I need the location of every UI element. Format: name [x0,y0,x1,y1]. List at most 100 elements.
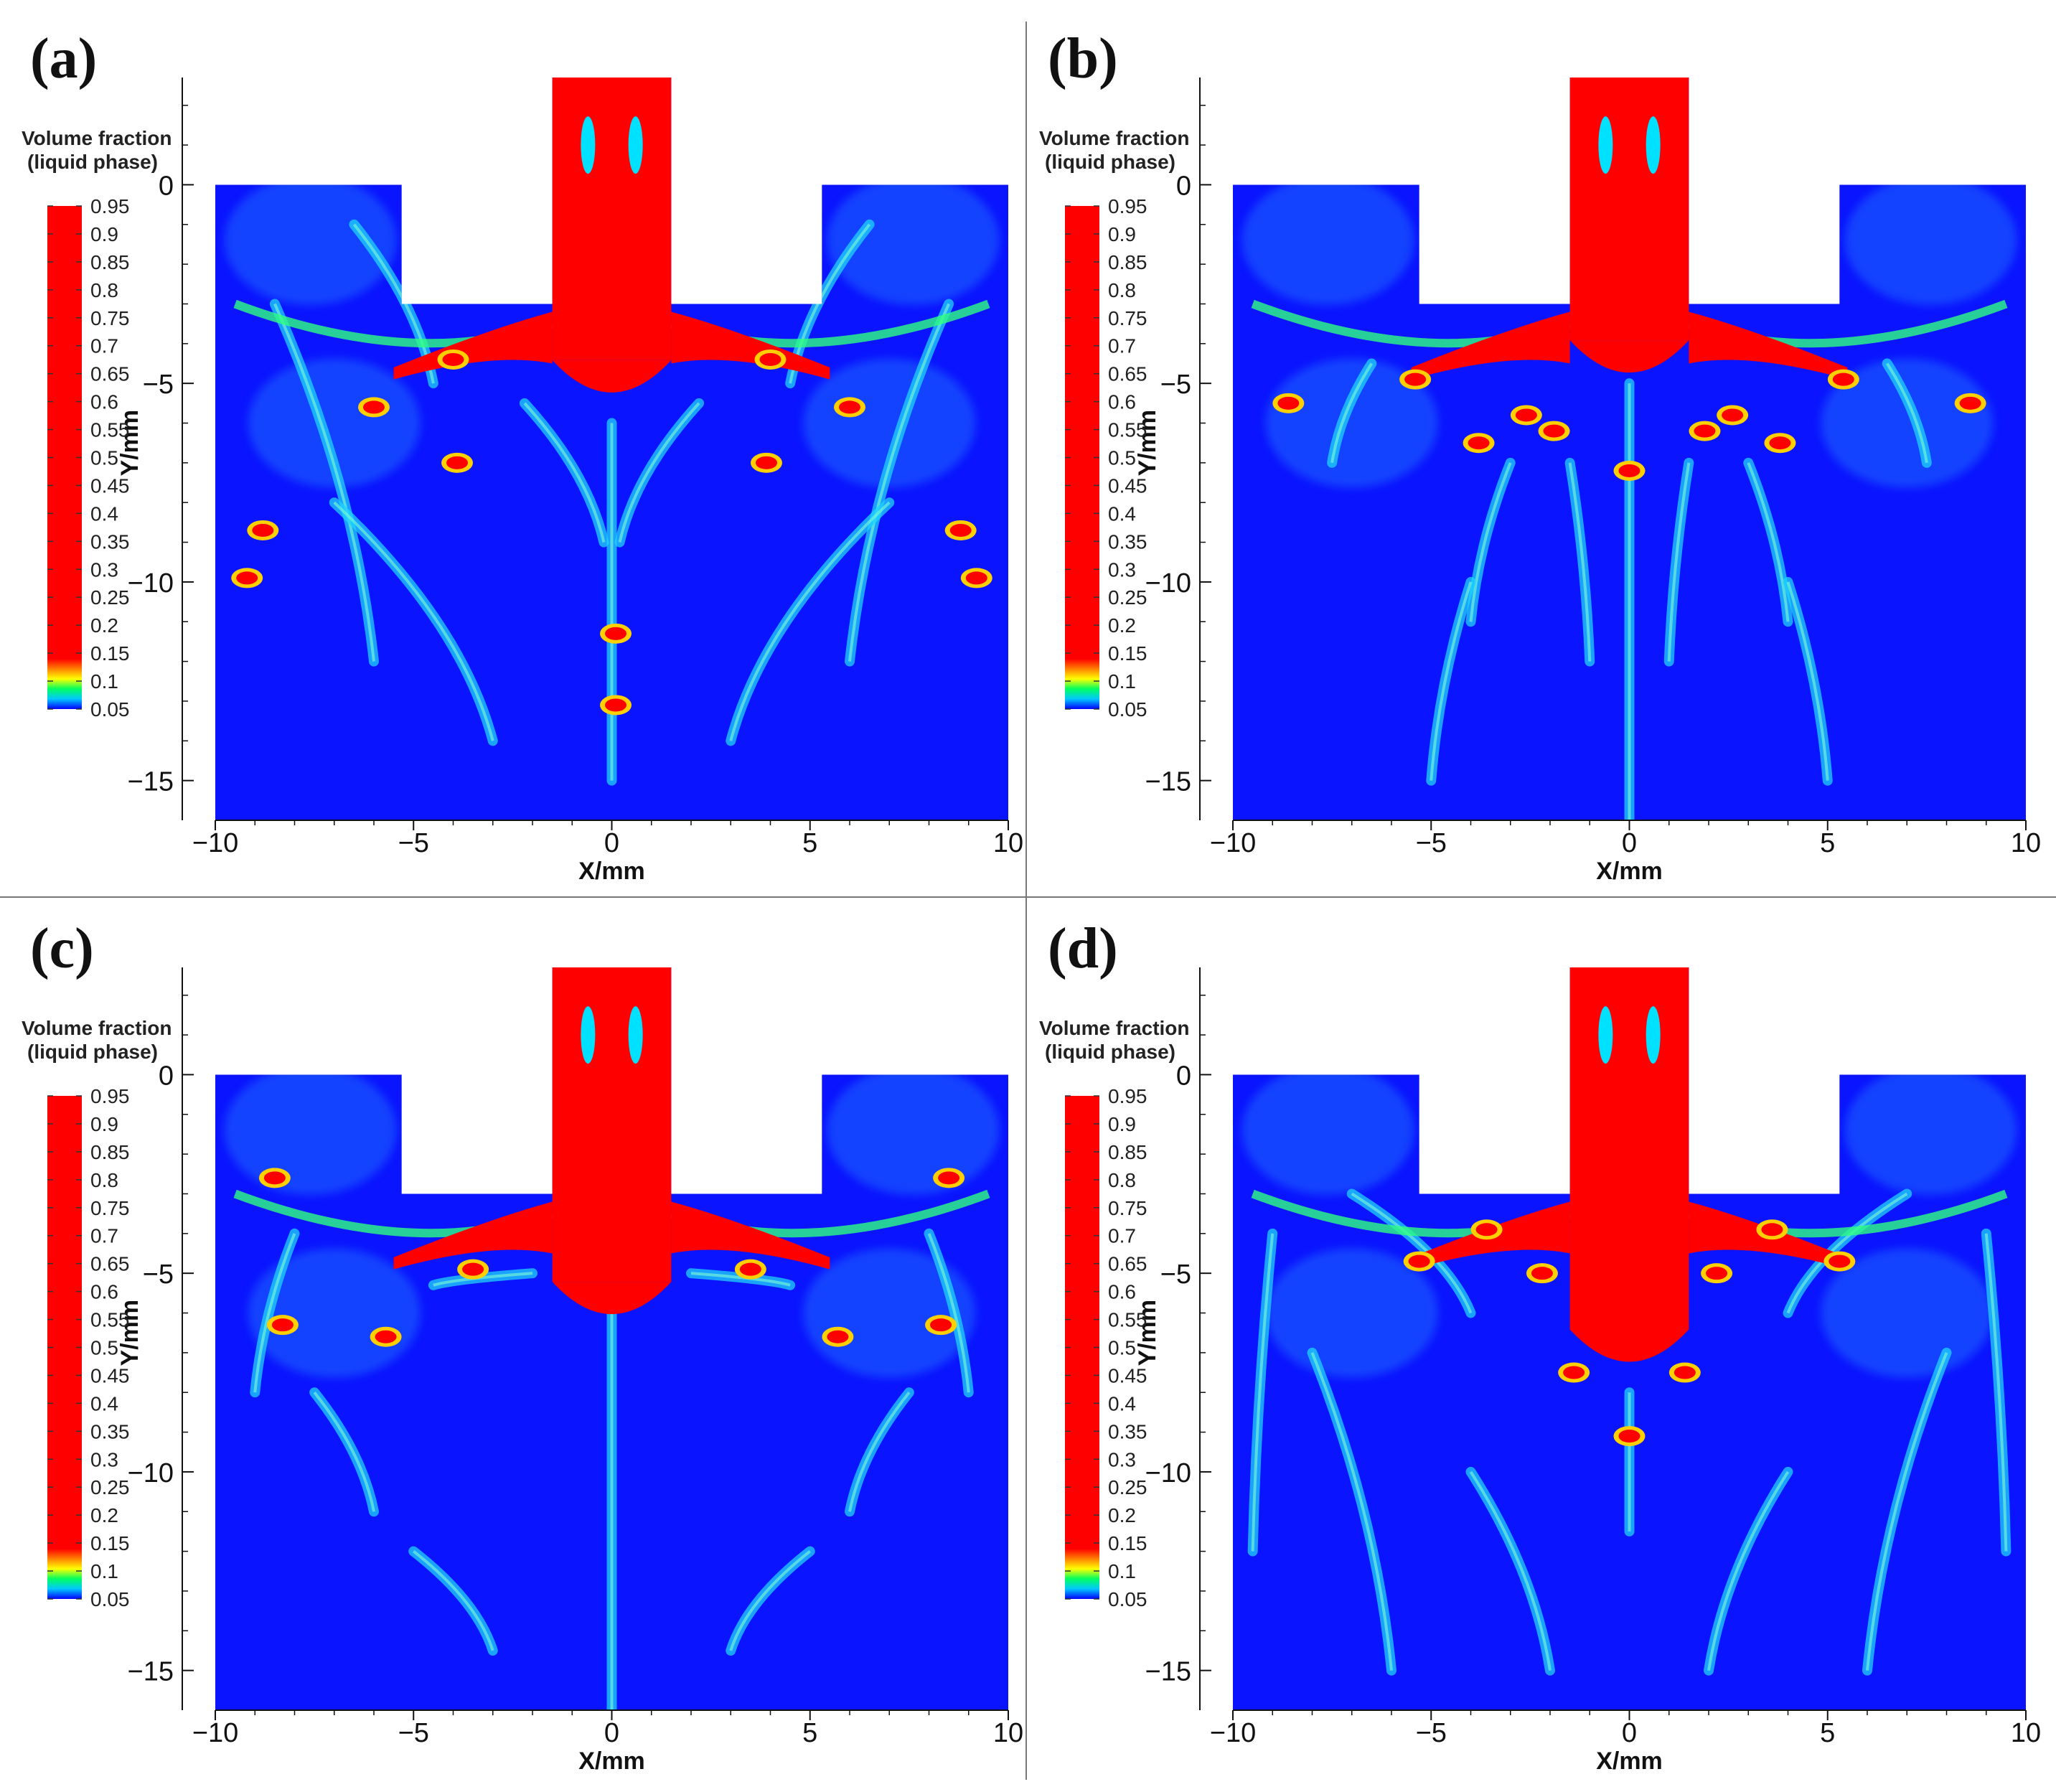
droplet [363,400,385,414]
droplet [1277,396,1300,410]
droplet [271,1318,294,1332]
colorbar-title: Volume fraction [1039,127,1190,149]
y-tick-label: −15 [128,767,174,797]
colorbar-title: Volume fraction [1039,1017,1190,1039]
liquid-sheet-left [393,1201,553,1270]
colorbar-tick-label: 0.4 [1108,502,1136,525]
x-tick-label: 0 [604,1718,619,1748]
colorbar-tick-label: 0.55 [90,419,130,441]
colorbar-tick-label: 0.7 [90,335,118,357]
droplet [1515,408,1537,422]
filament-core [1667,462,1691,662]
droplet [827,1330,849,1343]
core-cavity [628,1006,643,1064]
core-cavity [581,116,596,174]
colorbar-tick-label: 0.65 [1108,363,1147,385]
colorbar-tick-label: 0.15 [90,642,130,665]
droplet [1468,436,1490,450]
colorbar-tick-label: 0.25 [1108,1476,1147,1498]
core-cavity [628,116,643,174]
colorbar-title: Volume fraction [22,127,172,149]
droplet [1475,1223,1498,1237]
filament-core [848,1391,911,1512]
turbulent-region [224,1065,397,1195]
filament-core [729,1550,811,1651]
turbulent-region [1821,358,1994,488]
x-tick-label: 0 [1622,1718,1637,1748]
colorbar-tick-label: 0.9 [1108,223,1136,245]
y-axis-label: Y/mm [116,1300,144,1366]
x-tick-label: 10 [2011,828,2041,858]
filament-core [1469,462,1512,622]
colorbar-tick-label: 0.85 [1108,1141,1147,1163]
liquid-sheet-left [1411,311,1570,380]
colorbar-tick-label: 0.6 [1108,391,1136,413]
core-cavity [1598,1006,1613,1064]
filament-core [1430,581,1473,781]
colorbar-tick-label: 0.5 [1108,1337,1136,1359]
colorbar-tick-label: 0.45 [90,474,130,497]
droplet [442,352,464,366]
colorbar-tick-label: 0.2 [1108,614,1136,637]
filament-core [1707,1470,1790,1671]
colorbar-tick-label: 0.3 [90,1448,118,1470]
contour-features [1241,967,2017,1676]
y-tick-label: 0 [159,171,174,201]
turbulent-region [248,358,421,488]
filament-core [618,402,700,543]
y-tick-label: −15 [1145,767,1191,797]
droplet [1563,1366,1585,1379]
colorbar-tick-label: 0.55 [1108,1309,1147,1331]
liquid-sheet-right [671,1201,830,1270]
y-tick-label: −5 [143,1259,174,1290]
panel-label: (a) [30,27,97,90]
panel-label: (c) [30,917,94,980]
turbulent-region [827,1065,1000,1195]
contour-features [224,78,1000,786]
liquid-core [552,967,672,1282]
liquid-core [552,78,672,360]
x-axis-label: X/mm [578,858,645,885]
liquid-core [1569,967,1689,1330]
filament-core [433,1272,533,1287]
droplet [1404,372,1427,386]
droplet [1769,436,1791,450]
colorbar-title: (liquid phase) [1045,151,1175,173]
colorbar-tick-label: 0.75 [1108,1197,1147,1219]
colorbar-tick-label: 0.25 [90,586,130,609]
droplet [1722,408,1744,422]
x-tick-label: −5 [398,1718,429,1748]
y-tick-label: 0 [1176,171,1191,201]
droplet [759,352,781,366]
colorbar-tick-label: 0.7 [90,1225,118,1247]
turbulent-region [1241,1065,1414,1195]
colorbar-tick-label: 0.1 [1108,670,1136,693]
colorbar-title: Volume fraction [22,1017,172,1039]
colorbar-tick-label: 0.4 [1108,1392,1136,1415]
droplet [1531,1267,1553,1280]
colorbar-tick-label: 0.6 [1108,1281,1136,1303]
turbulent-region [803,358,976,488]
x-tick-label: 0 [604,828,619,858]
filament-core [729,501,891,741]
x-axis-label: X/mm [1596,858,1663,885]
liquid-sheet-left [393,311,553,380]
filament-core [273,303,375,662]
turbulent-region [827,175,1000,305]
y-tick-label: −10 [128,568,174,599]
colorbar-tick-label: 0.3 [1108,1448,1136,1470]
droplet [1761,1223,1783,1237]
x-tick-label: −10 [1210,1718,1256,1748]
colorbar-tick-label: 0.65 [1108,1253,1147,1275]
colorbar-tick-label: 0.75 [90,307,130,329]
filament-core [413,1550,494,1651]
colorbar-tick-label: 0.65 [90,1253,130,1275]
x-tick-label: 5 [1820,1718,1835,1748]
colorbar-tick-label: 0.1 [90,1560,118,1582]
droplet [1674,1366,1696,1379]
colorbar-tick-label: 0.8 [90,1169,118,1191]
colorbar-tick-label: 0.15 [1108,642,1147,665]
y-axis-label: Y/mm [116,410,144,477]
liquid-sheet-right [1689,311,1848,380]
